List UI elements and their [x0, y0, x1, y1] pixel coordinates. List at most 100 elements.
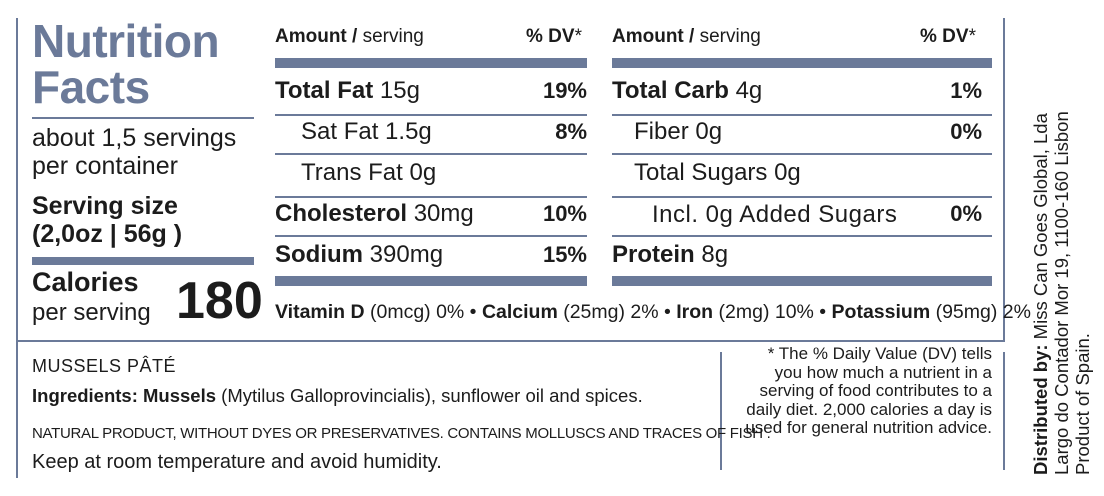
- right-header-dv: % DV*: [920, 26, 976, 48]
- left-row-rule: [275, 235, 587, 237]
- left-header-amount: Amount / serving: [275, 26, 424, 48]
- right-row-rule: [612, 235, 992, 237]
- servings-per-container: about 1,5 servings per container: [32, 124, 236, 180]
- right-header-serving: serving: [699, 26, 761, 47]
- nutrient-total-fat: Total Fat 15g: [275, 76, 420, 106]
- added-sugars-dv: 0%: [950, 201, 982, 226]
- distributor-company: Miss Can Goes Global, Lda: [1030, 113, 1051, 345]
- serving-size-value: (2,0oz | 56g ): [32, 220, 183, 248]
- total-fat-dv: 19%: [542, 78, 587, 103]
- nutrient-total-sugars: Total Sugars 0g: [634, 158, 801, 188]
- cholesterol-dv: 10%: [542, 201, 587, 226]
- trans-fat-amount: 0g: [409, 159, 437, 186]
- left-row-rule: [275, 114, 587, 116]
- nutrient-cholesterol: Cholesterol 30mg: [275, 199, 474, 229]
- footnote-divider: [720, 352, 722, 470]
- sodium-dv: 15%: [542, 242, 587, 267]
- iron-value: (2mg) 10% •: [713, 301, 832, 323]
- calories-per-serving: per serving: [32, 299, 151, 326]
- sodium-label: Sodium: [275, 241, 363, 268]
- serving-rule: [32, 257, 254, 265]
- iron-label: Iron: [676, 301, 714, 323]
- right-header-amount-label: Amount /: [612, 26, 695, 47]
- total-carb-dv: 1%: [950, 78, 982, 103]
- serving-size: Serving size (2,0oz | 56g ): [32, 192, 182, 248]
- ingredients-main: Mussels: [143, 385, 217, 406]
- cholesterol-amount: 30mg: [413, 200, 474, 227]
- nutrient-added-sugars: Incl. 0g Added Sugars: [652, 200, 897, 230]
- calories-label: Calories: [32, 267, 139, 297]
- title-line2: Facts: [32, 61, 150, 113]
- total-fat-label: Total Fat: [275, 77, 374, 104]
- fiber-label: Fiber: [634, 118, 689, 145]
- nutrient-fiber: Fiber 0g: [634, 117, 722, 147]
- product-name: MUSSELS PÂTÉ: [32, 356, 177, 376]
- total-sugars-amount: 0g: [774, 159, 801, 186]
- left-header-star: *: [574, 26, 582, 47]
- nutrient-protein: Protein 8g: [612, 240, 728, 270]
- distributor-line1: Distributed by: Miss Can Goes Global, Ld…: [1030, 20, 1051, 475]
- protein-amount: 8g: [701, 241, 729, 268]
- vitamin-d-label: Vitamin D: [275, 301, 365, 323]
- total-fat-amount: 15g: [379, 77, 420, 104]
- right-header-star: *: [968, 26, 976, 47]
- calcium-value: (25mg) 2% •: [557, 301, 677, 323]
- vitamin-d-value: (0mcg) 0% •: [364, 301, 482, 323]
- serving-size-label: Serving size: [32, 192, 178, 220]
- right-table-top-bar: [612, 58, 992, 68]
- right-row-rule: [612, 114, 992, 116]
- right-row-rule: [612, 153, 992, 155]
- potassium-label: Potassium: [831, 301, 931, 323]
- left-row-rule: [275, 196, 587, 198]
- distributor-address: Largo do Contador Mor 19, 1100-160 Lisbo…: [1051, 111, 1072, 475]
- left-row-rule: [275, 153, 587, 155]
- distributor-label: Distributed by:: [1030, 344, 1051, 475]
- total-sugars-label: Total Sugars: [634, 159, 768, 186]
- daily-value-footnote: * The % Daily Value (DV) tells you how m…: [745, 344, 992, 437]
- total-carb-amount: 4g: [735, 77, 763, 104]
- nutrient-sodium: Sodium 390mg: [275, 240, 443, 270]
- ingredients: Ingredients: Mussels (Mytilus Galloprovi…: [32, 385, 643, 407]
- ingredients-rest: (Mytilus Galloprovincialis), sunflower o…: [216, 385, 643, 406]
- left-border: [16, 18, 18, 478]
- right-header-dv-label: % DV: [920, 26, 969, 47]
- natural-product-note: NATURAL PRODUCT, WITHOUT DYES OR PRESERV…: [32, 425, 771, 442]
- left-table-bottom-bar: [275, 276, 587, 286]
- storage-instructions: Keep at room temperature and avoid humid…: [32, 451, 442, 473]
- total-carb-label: Total Carb: [612, 77, 729, 104]
- right-header-amount: Amount / serving: [612, 26, 761, 48]
- title-line1: Nutrition: [32, 15, 220, 67]
- nutrient-trans-fat: Trans Fat 0g: [301, 158, 436, 188]
- left-header-amount-label: Amount /: [275, 26, 358, 47]
- right-table-bottom-bar: [612, 276, 992, 286]
- potassium-value: (95mg) 2%: [930, 301, 1031, 323]
- left-header-dv: % DV*: [526, 26, 582, 48]
- calories-value: 180: [176, 272, 263, 330]
- section-divider: [16, 340, 1005, 342]
- protein-label: Protein: [612, 241, 695, 268]
- sodium-amount: 390mg: [369, 241, 444, 268]
- added-sugars-label: Incl. 0g Added Sugars: [652, 201, 898, 228]
- fiber-dv: 0%: [950, 119, 982, 144]
- top-right-divider: [1003, 18, 1005, 340]
- nutrition-facts-title: Nutrition Facts: [32, 15, 220, 113]
- left-table-top-bar: [275, 58, 587, 68]
- fiber-amount: 0g: [695, 118, 723, 145]
- title-rule: [32, 117, 254, 119]
- left-header-dv-label: % DV: [526, 26, 575, 47]
- sat-fat-dv: 8%: [555, 119, 587, 144]
- sat-fat-amount: 1.5g: [385, 118, 432, 145]
- trans-fat-label: Trans Fat: [301, 159, 403, 186]
- right-row-rule: [612, 196, 992, 198]
- vitamins-minerals-line: Vitamin D (0mcg) 0% • Calcium (25mg) 2% …: [275, 298, 1031, 326]
- left-header-serving: serving: [362, 26, 424, 47]
- servings-line2: per container: [32, 152, 178, 180]
- cholesterol-label: Cholesterol: [275, 200, 408, 227]
- nutrient-total-carb: Total Carb 4g: [612, 76, 762, 106]
- distributor-info: Distributed by: Miss Can Goes Global, Ld…: [1030, 20, 1093, 475]
- sat-fat-label: Sat Fat: [301, 118, 379, 145]
- ingredients-label: Ingredients:: [32, 385, 144, 406]
- bottom-right-divider: [1003, 352, 1005, 470]
- nutrient-sat-fat: Sat Fat 1.5g: [301, 117, 432, 147]
- distributor-origin: Product of Spain.: [1072, 333, 1093, 475]
